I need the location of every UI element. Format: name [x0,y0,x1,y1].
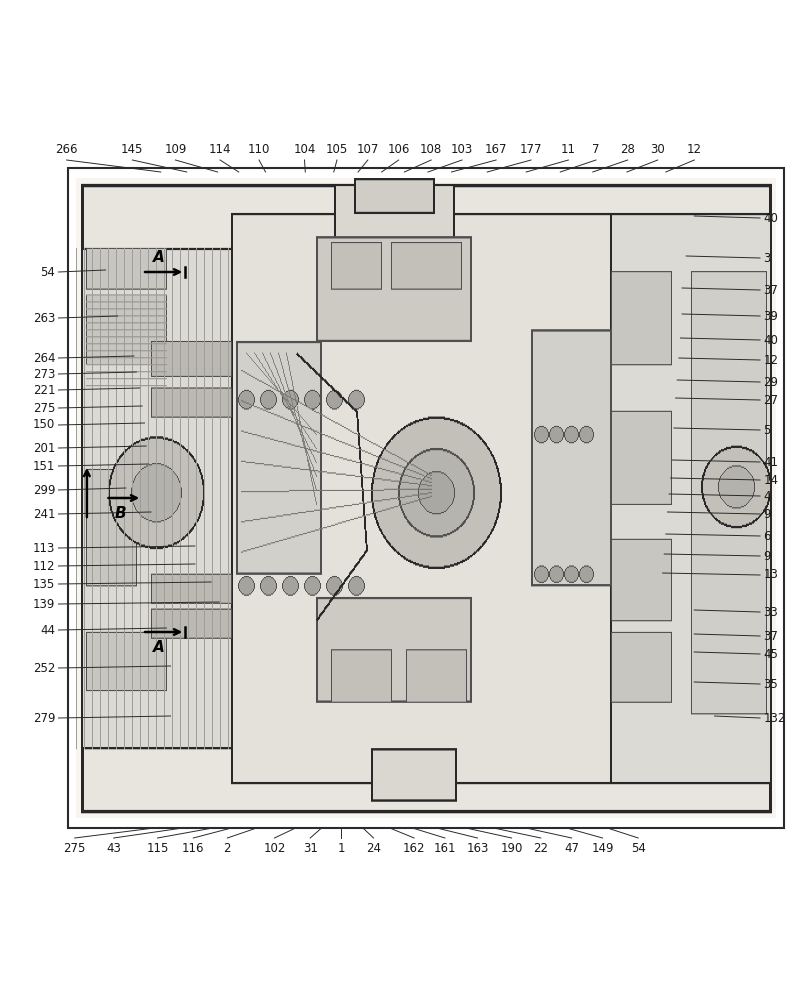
Text: 190: 190 [500,842,522,855]
Text: 4: 4 [762,489,770,502]
Text: 37: 37 [762,630,777,643]
Text: 135: 135 [33,578,55,590]
Text: 13: 13 [762,568,777,582]
Text: 103: 103 [450,143,473,156]
Text: 221: 221 [32,383,55,396]
Text: 12: 12 [762,354,777,366]
Text: B: B [114,506,126,521]
Text: 14: 14 [762,474,777,487]
Text: 108: 108 [419,143,442,156]
Text: 252: 252 [32,662,55,674]
Text: 30: 30 [650,143,664,156]
Text: 54: 54 [41,265,55,278]
Text: 9: 9 [762,550,770,562]
Text: 24: 24 [366,842,380,855]
Text: 5: 5 [762,424,770,436]
Text: 201: 201 [32,442,55,454]
Text: 151: 151 [32,460,55,473]
Text: 106: 106 [387,143,410,156]
Text: A: A [153,250,165,265]
Text: A: A [153,640,165,655]
Text: 33: 33 [762,605,777,618]
Text: 1: 1 [337,842,345,855]
Text: 2: 2 [223,842,231,855]
Text: 41: 41 [762,456,777,468]
Text: 279: 279 [32,712,55,724]
Text: 54: 54 [630,842,645,855]
Text: 139: 139 [32,597,55,610]
Text: 114: 114 [208,143,231,156]
Text: 145: 145 [121,143,144,156]
Text: 116: 116 [182,842,204,855]
Text: 162: 162 [402,842,425,855]
Text: 112: 112 [32,560,55,572]
Text: 37: 37 [762,284,777,296]
Text: 299: 299 [32,484,55,496]
Text: 40: 40 [762,212,777,225]
Text: 105: 105 [325,143,348,156]
Text: 263: 263 [32,312,55,324]
Text: 115: 115 [146,842,169,855]
Text: 177: 177 [519,143,542,156]
Text: 149: 149 [590,842,613,855]
Text: 264: 264 [32,352,55,364]
Text: 107: 107 [356,143,379,156]
Text: 12: 12 [686,143,701,156]
Text: 150: 150 [33,418,55,432]
Text: 102: 102 [263,842,285,855]
Text: 45: 45 [762,648,777,660]
Text: 109: 109 [164,143,187,156]
Text: 35: 35 [762,678,777,690]
Text: 273: 273 [32,367,55,380]
Text: 44: 44 [41,624,55,637]
Text: 9: 9 [762,508,770,520]
Text: 113: 113 [32,542,55,554]
Text: 43: 43 [106,842,121,855]
Text: 275: 275 [32,401,55,414]
Text: 11: 11 [560,143,575,156]
Text: 7: 7 [591,143,599,156]
Text: 40: 40 [762,334,777,347]
Text: 241: 241 [32,508,55,520]
Text: 161: 161 [433,842,456,855]
Text: 27: 27 [762,393,777,406]
Text: 22: 22 [533,842,547,855]
Text: 275: 275 [63,842,86,855]
Text: 110: 110 [247,143,270,156]
Text: 132: 132 [762,712,785,724]
Text: 167: 167 [484,143,507,156]
Text: 29: 29 [762,375,777,388]
Text: 47: 47 [564,842,578,855]
Text: 266: 266 [55,143,78,156]
Text: 104: 104 [293,143,315,156]
Text: 39: 39 [762,310,777,322]
Text: 6: 6 [762,530,770,542]
Text: 163: 163 [466,842,488,855]
Text: 28: 28 [620,143,634,156]
Text: 3: 3 [762,251,770,264]
Text: 31: 31 [303,842,317,855]
Bar [68,168,783,828]
